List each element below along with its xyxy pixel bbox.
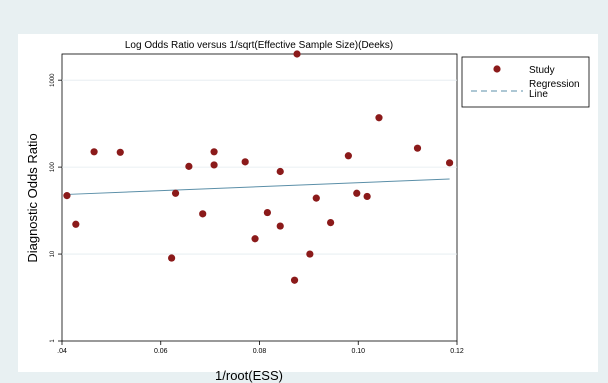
study-point (90, 148, 98, 156)
legend-regression-label-line2: Line (529, 89, 548, 100)
legend-regression-label-line1: Regression (529, 79, 580, 90)
legend-regression-label: Regression Line (529, 79, 582, 100)
legend-frame (461, 56, 590, 108)
x-axis-label: 1/root(ESS) (215, 368, 283, 383)
x-tick-label: 0.12 (450, 348, 464, 355)
study-point (72, 220, 80, 228)
study-point (263, 208, 271, 217)
legend-study-label: Study (529, 65, 555, 76)
y-tick-label: 1 (50, 339, 56, 343)
study-point (63, 192, 71, 200)
study-point (241, 158, 249, 166)
x-tick-label: 0.10 (351, 348, 365, 355)
study-point (293, 50, 301, 58)
study-point (344, 152, 352, 160)
study-point (171, 189, 180, 197)
study-point (210, 148, 218, 156)
study-point (363, 192, 371, 201)
x-tick-label: 0.06 (154, 348, 168, 355)
study-point (306, 250, 314, 258)
study-point (168, 254, 176, 262)
legend: Study Regression Line (461, 56, 590, 108)
regression-line (66, 178, 450, 195)
study-point (413, 144, 422, 152)
chart-title: Log Odds Ratio versus 1/sqrt(Effective S… (125, 40, 393, 51)
study-point (327, 219, 335, 227)
plot-frame (61, 53, 458, 342)
y-axis-label: Diagnostic Odds Ratio (25, 133, 40, 262)
study-point (276, 222, 284, 230)
legend-study-marker (493, 65, 501, 73)
study-point (185, 162, 193, 170)
study-point (251, 235, 259, 243)
study-point (210, 161, 218, 169)
study-point (445, 159, 454, 167)
y-tick-label: 10 (50, 250, 56, 257)
plot-area: 1 10 100 1000 .04 0.06 0.08 0.10 0.12 (50, 50, 464, 355)
x-tick-label: 0.08 (253, 348, 267, 355)
y-tick-label: 1000 (50, 73, 56, 87)
study-point (290, 276, 299, 284)
study-point (199, 210, 207, 218)
study-point (375, 114, 383, 122)
study-point (116, 148, 124, 156)
y-tick-label: 100 (50, 161, 56, 172)
x-tick-label: .04 (57, 348, 67, 355)
study-point (312, 194, 320, 202)
study-point (353, 189, 361, 197)
study-point (276, 167, 284, 176)
